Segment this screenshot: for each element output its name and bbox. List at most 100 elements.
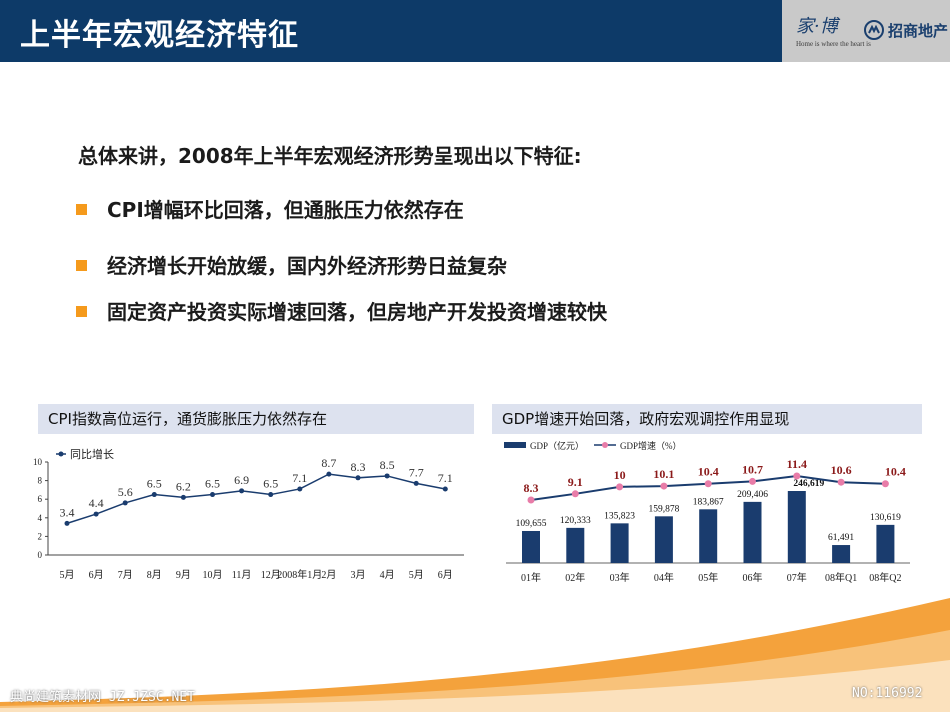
cpi-data-label: 6.5 — [147, 477, 162, 491]
x-tick-label: 10月 — [203, 569, 223, 581]
decorative-wave — [0, 598, 950, 712]
bullet-square-icon — [76, 260, 87, 271]
cpi-point — [210, 492, 215, 498]
logo-tagline: Home is where the heart is — [796, 40, 871, 48]
cpi-data-label: 7.7 — [409, 465, 424, 479]
legend-bar-swatch — [504, 442, 526, 448]
x-tick-label: 08年Q1 — [825, 571, 857, 584]
growth-point — [571, 490, 579, 498]
gdp-bar-label: 183,867 — [693, 497, 724, 507]
bullet-text: CPI增幅环比回落，但通胀压力依然存在 — [107, 198, 464, 222]
x-tick-label: 4月 — [380, 569, 395, 581]
gdp-bar-label: 135,823 — [604, 511, 635, 521]
x-tick-label: 11月 — [232, 569, 252, 581]
cpi-point — [122, 500, 128, 506]
legend-line-marker — [602, 442, 608, 448]
cpi-point — [64, 520, 70, 526]
y-tick-label: 0 — [38, 550, 43, 560]
y-tick-label: 4 — [38, 513, 43, 523]
logo-area: 家·博 Home is where the heart is 招商地产 — [782, 0, 950, 62]
x-tick-label: 03年 — [610, 571, 630, 584]
growth-data-label: 10.1 — [653, 467, 674, 481]
cpi-point — [180, 494, 186, 500]
cpi-data-label: 6.5 — [205, 477, 220, 491]
cpi-point — [355, 475, 361, 481]
gdp-chart-title: GDP增速开始回落，政府宏观调控作用显现 — [492, 404, 922, 434]
bullet-item: 经济增长开始放缓，国内外经济形势日益复杂 — [76, 250, 507, 279]
y-tick-label: 6 — [38, 494, 43, 504]
footer-number: NO:116992 — [852, 686, 923, 701]
bullet-text: 经济增长开始放缓，国内外经济形势日益复杂 — [107, 254, 507, 278]
x-tick-label: 7月 — [118, 569, 133, 581]
x-tick-label: 6月 — [89, 569, 104, 581]
cpi-data-label: 5.6 — [118, 485, 133, 499]
y-tick-label: 10 — [33, 457, 43, 467]
growth-data-label: 10.4 — [885, 465, 906, 479]
legend-marker — [58, 451, 64, 457]
gdp-bar-label: 120,333 — [560, 516, 591, 526]
cpi-point — [297, 486, 303, 492]
cpi-data-label: 8.7 — [321, 456, 336, 470]
bullet-item: 固定资产投资实际增速回落，但房地产开发投资增速较快 — [76, 296, 607, 325]
logo-calligraphy: 家·博 — [796, 16, 838, 37]
growth-point — [616, 483, 624, 491]
x-tick-label: 9月 — [176, 569, 191, 581]
growth-point — [837, 478, 845, 486]
gdp-chart: GDP（亿元） GDP增速（%） 109,655 01年 120,333 02年 135,8… — [504, 440, 910, 584]
growth-data-label: 10 — [614, 468, 626, 482]
growth-data-label: 10.4 — [698, 465, 719, 479]
gdp-bar — [787, 491, 806, 563]
cpi-point — [268, 492, 274, 498]
growth-data-label: 8.3 — [524, 481, 539, 495]
cpi-chart: 0 2 4 6 8 10 同比增长 3.4 5月 4.4 6月 5.6 7月 6.5 8月 6.2 9月 6.5 1… — [33, 447, 464, 581]
cpi-data-label: 6.5 — [263, 477, 278, 491]
gdp-bar-label: 61,491 — [828, 533, 854, 543]
cpi-data-label: 7.1 — [438, 471, 453, 485]
footer-watermark: 典尚建筑素材网 JZ.JZSC.NET — [10, 690, 195, 705]
gdp-bar-label: 159,878 — [648, 504, 679, 514]
page-title: 上半年宏观经济特征 — [20, 18, 299, 53]
legend-label: 同比增长 — [70, 447, 114, 461]
y-tick-label: 2 — [38, 531, 43, 541]
cpi-point — [151, 492, 157, 498]
cpi-data-label: 8.5 — [380, 458, 395, 472]
cpi-data-label: 4.4 — [89, 496, 104, 510]
gdp-bar — [566, 527, 585, 563]
growth-data-label: 9.1 — [568, 475, 583, 489]
y-tick-label: 8 — [38, 476, 43, 486]
x-tick-label: 01年 — [521, 571, 541, 584]
bullet-square-icon — [76, 204, 87, 215]
cpi-series-line — [66, 473, 446, 525]
growth-point — [704, 480, 712, 488]
header-bar: 上半年宏观经济特征 家·博 Home is where the heart is… — [0, 0, 950, 62]
cpi-data-label: 6.2 — [176, 479, 191, 493]
gdp-bar — [522, 530, 540, 563]
gdp-bar — [743, 501, 762, 563]
growth-point — [527, 496, 535, 504]
gdp-bar — [610, 523, 629, 563]
gdp-bar — [699, 509, 718, 563]
gdp-bar-label: 109,655 — [516, 519, 547, 529]
x-tick-label: 5月 — [60, 569, 75, 581]
bullet-item: CPI增幅环比回落，但通胀压力依然存在 — [76, 194, 464, 223]
growth-point — [660, 482, 668, 490]
x-tick-label: 12月 — [261, 569, 281, 581]
gdp-bar-label: 209,406 — [737, 490, 768, 500]
gdp-bar-label: 130,619 — [870, 513, 901, 523]
cpi-data-label: 3.4 — [60, 505, 75, 519]
x-tick-label: 05年 — [698, 571, 718, 584]
x-tick-label: 5月 — [409, 569, 424, 581]
x-tick-label: 08年Q2 — [869, 571, 901, 584]
x-tick-label: 04年 — [654, 571, 674, 584]
cpi-data-label: 8.3 — [351, 460, 366, 474]
cpi-data-label: 7.1 — [292, 471, 307, 485]
cpi-chart-title: CPI指数高位运行，通货膨胀压力依然存在 — [38, 404, 474, 434]
cpi-point — [442, 486, 448, 492]
growth-data-label: 10.6 — [831, 463, 852, 477]
gdp-bar — [832, 545, 851, 563]
gdp-bar — [876, 524, 895, 563]
growth-point — [749, 477, 756, 485]
cpi-data-label: 6.9 — [234, 473, 249, 487]
gdp-bar — [654, 516, 673, 563]
gdp-bar-label: 246,619 — [793, 479, 824, 489]
